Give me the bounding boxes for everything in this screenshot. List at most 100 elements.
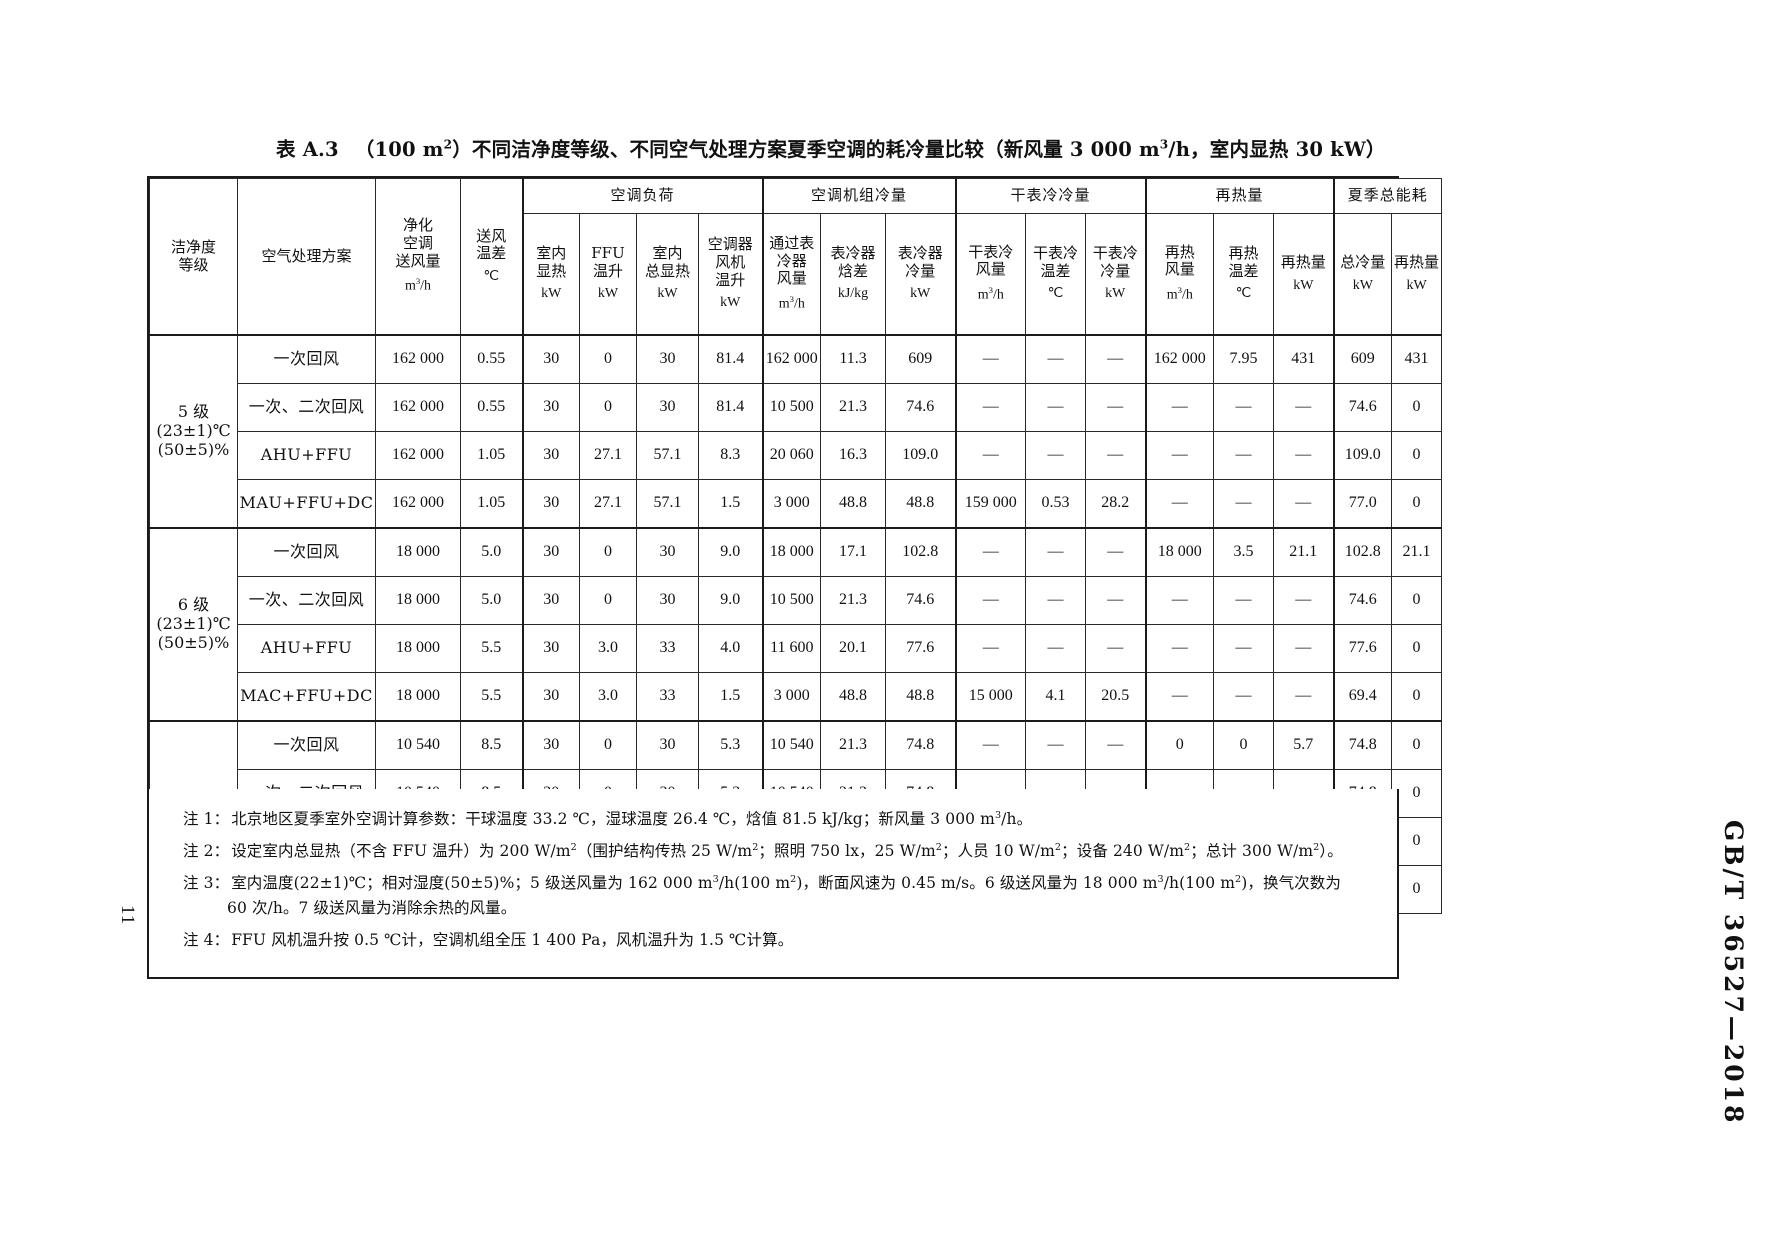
data-cell: 10 540 — [762, 720, 822, 770]
comparison-table: 洁净度 等级 空气处理方案 净化 空调 送风量 m3/h 送风 温差 ℃ 空调 — [149, 178, 1443, 914]
head-line: 温差 — [1040, 261, 1071, 280]
col-head-cleanliness-grade: 洁净度 等级 — [149, 178, 238, 336]
data-cell: 74.6 — [885, 383, 957, 432]
data-cell: 57.1 — [636, 431, 699, 480]
col-head-through-coil-air-volume: 通过表 冷器 风量 m3/h — [762, 213, 822, 336]
table-body: 5 级 (23±1)℃ (50±5)% 一次回风 162 000 0.55 30 0 30 81.… — [149, 334, 1443, 914]
head-line: 干表冷 — [1033, 244, 1079, 263]
data-cell: 0.55 — [460, 334, 524, 384]
data-cell: 18 000 — [375, 624, 461, 673]
head-line: 再热 — [1164, 242, 1195, 261]
data-cell: 18 000 — [762, 527, 822, 577]
col-head-ac-fan-temp-rise: 空调器 风机 温升 kW — [697, 213, 764, 336]
data-cell: 162 000 — [375, 431, 461, 480]
note-label: 注 2： — [183, 842, 230, 861]
data-cell: 0 — [579, 576, 637, 625]
col-head-reheat-temp-diff: 再热 温差 ℃ — [1213, 213, 1275, 336]
head-line: 室内 — [652, 244, 683, 263]
note-text: 北京地区夏季室外空调计算参数：干球温度 33.2 ℃，湿球温度 26.4 ℃，焓… — [231, 809, 1033, 828]
data-cell: — — [955, 334, 1027, 384]
data-cell: 33 — [636, 624, 699, 673]
data-cell: 30 — [636, 334, 699, 384]
head-line: 空调 — [402, 234, 433, 253]
data-cell: 81.4 — [697, 383, 764, 432]
head-line: 总冷量 — [1340, 252, 1386, 271]
data-cell: — — [1085, 720, 1147, 770]
group-head-dry-coil-cooling: 干表冷冷量 — [954, 178, 1147, 214]
data-cell: 609 — [1333, 334, 1393, 384]
grade-line: (50±5)% — [157, 439, 230, 459]
data-cell: 74.8 — [1333, 720, 1393, 770]
data-cell: — — [1273, 576, 1335, 625]
data-cell: — — [955, 624, 1027, 673]
scheme-cell: AHU+FFU — [237, 624, 376, 673]
data-cell: 77.6 — [1333, 624, 1393, 673]
unit-label: m3/h — [1166, 285, 1193, 303]
data-cell: 18 000 — [375, 672, 461, 722]
data-cell: 0 — [1145, 720, 1215, 770]
data-cell: 81.4 — [697, 334, 764, 384]
head-line: 焓差 — [838, 261, 869, 280]
head-line: 表冷器 — [830, 244, 876, 263]
data-cell: 77.6 — [885, 624, 957, 673]
table-caption-p2: ）不同洁净度等级、不同空气处理方案夏季空调的耗冷量比较（新风量 3 000 m — [452, 138, 1160, 161]
table-row: MAU+FFU+DC 162 000 1.05 30 27.1 57.1 1.5 3 000 4… — [150, 479, 1443, 529]
data-cell: 10 540 — [375, 720, 461, 770]
data-cell: — — [1213, 431, 1275, 480]
col-head-indoor-total-sensible-heat: 室内 总显热 kW — [636, 213, 699, 336]
head-line: 室内 — [536, 244, 567, 263]
scheme-cell: AHU+FFU — [237, 431, 376, 480]
data-cell: 30 — [522, 431, 580, 480]
data-cell: — — [1273, 383, 1335, 432]
data-cell: 30 — [522, 576, 580, 625]
data-cell: 5.7 — [1273, 720, 1335, 770]
data-cell: 1.05 — [460, 431, 524, 480]
data-cell: — — [1145, 624, 1215, 673]
table-row: AHU+FFU 18 000 5.5 30 3.0 33 4.0 11 600 20.1 77.6… — [150, 624, 1443, 673]
col-head-indoor-sensible-heat: 室内 显热 kW — [522, 213, 580, 336]
data-cell: 3.0 — [579, 624, 637, 673]
data-cell: 30 — [522, 527, 580, 577]
unit-label: kW — [541, 286, 562, 302]
table-row: MAC+FFU+DC 18 000 5.5 30 3.0 33 1.5 3 000 48.8 48… — [150, 672, 1443, 722]
unit-label: kW — [910, 286, 931, 302]
data-cell: — — [1085, 334, 1147, 384]
scheme-cell: 一次、二次回风 — [237, 383, 376, 432]
head-line: 空气处理方案 — [261, 246, 352, 265]
head-line: 显热 — [536, 261, 567, 280]
head-line: FFU — [591, 244, 625, 263]
data-cell: — — [1273, 624, 1335, 673]
data-cell: 30 — [522, 624, 580, 673]
data-cell: 0 — [579, 720, 637, 770]
note-text-cont: 60 次/h。7 级送风量为消除余热的风量。 — [227, 899, 517, 918]
data-cell: — — [1025, 431, 1087, 480]
col-head-dry-coil-air-volume: 干表冷 风量 m3/h — [955, 213, 1027, 336]
grade-cell: 6 级 (23±1)℃ (50±5)% — [149, 527, 238, 722]
data-cell: — — [1025, 720, 1087, 770]
head-line: 干表冷 — [968, 242, 1014, 261]
scheme-cell: 一次回风 — [237, 527, 376, 577]
note-text: 设定室内总显热（不含 FFU 温升）为 200 W/m2（围护结构传热 25 W… — [231, 841, 1343, 861]
data-cell: 30 — [522, 672, 580, 722]
data-cell: 8.3 — [697, 431, 764, 480]
unit-label: m3/h — [778, 293, 805, 312]
data-cell: 0 — [1391, 624, 1443, 673]
head-line: 温升 — [715, 270, 746, 289]
data-cell: 7.95 — [1213, 334, 1275, 384]
scheme-cell: MAC+FFU+DC — [237, 672, 376, 722]
data-cell: 8.5 — [460, 720, 524, 770]
data-cell: 162 000 — [762, 334, 822, 384]
table-title: 表 A.3 （100 m2）不同洁净度等级、不同空气处理方案夏季空调的耗冷量比较（… — [276, 133, 1386, 162]
data-cell: 74.8 — [885, 720, 957, 770]
data-cell: 74.6 — [885, 576, 957, 625]
data-cell: — — [1213, 672, 1275, 722]
col-head-reheat-air-volume: 再热 风量 m3/h — [1145, 213, 1215, 336]
column-header-row: 室内 显热 kW FFU 温升 kW 室内 总显热 kW 空调器 风机 — [150, 213, 1443, 336]
data-cell: 30 — [636, 576, 699, 625]
data-cell: — — [1085, 527, 1147, 577]
col-head-dry-coil-cooling-capacity: 干表冷 冷量 kW — [1085, 213, 1147, 336]
scheme-cell: 一次回风 — [237, 334, 376, 384]
note-label: 注 3： — [183, 874, 230, 893]
data-cell: 0 — [1391, 720, 1443, 770]
note-2: 注 2： 设定室内总显热（不含 FFU 温升）为 200 W/m2（围护结构传热 … — [183, 839, 1387, 864]
